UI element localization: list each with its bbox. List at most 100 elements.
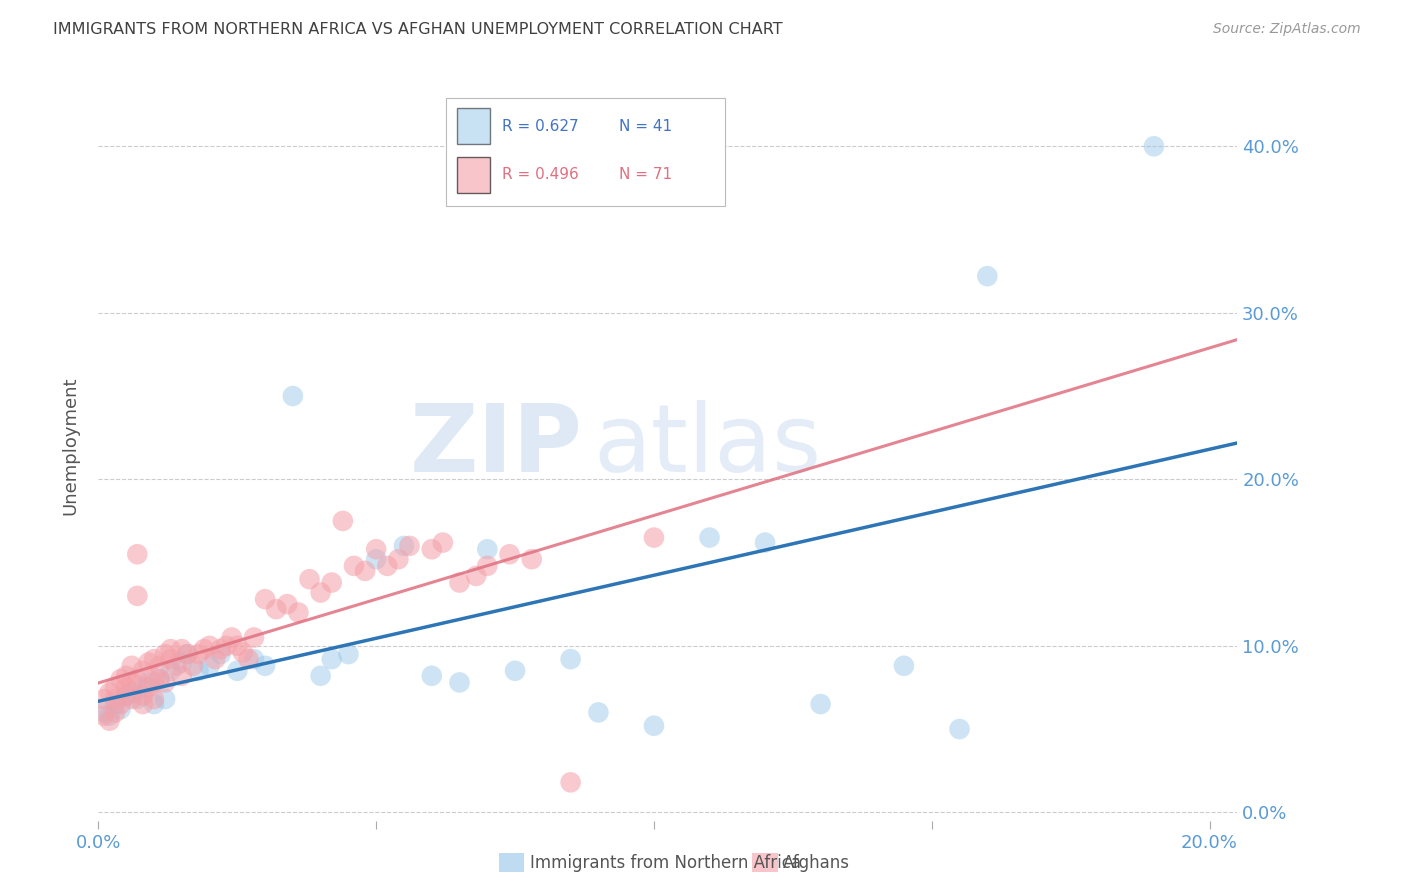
Point	[699, 531, 721, 545]
Point	[337, 647, 360, 661]
Point	[198, 658, 221, 673]
Point	[560, 652, 582, 666]
Point	[465, 569, 488, 583]
Point	[498, 547, 520, 561]
Point	[143, 675, 166, 690]
Point	[148, 658, 170, 673]
Point	[193, 642, 215, 657]
Point	[254, 658, 277, 673]
Point	[143, 652, 166, 666]
Point	[321, 575, 343, 590]
Point	[354, 564, 377, 578]
Point	[121, 685, 143, 699]
Point	[104, 681, 127, 695]
Point	[143, 692, 166, 706]
Point	[226, 639, 249, 653]
Point	[93, 708, 115, 723]
Point	[477, 558, 499, 573]
Point	[893, 658, 915, 673]
Point	[366, 552, 388, 566]
Point	[643, 719, 665, 733]
Point	[276, 597, 298, 611]
Point	[387, 552, 409, 566]
Point	[127, 589, 149, 603]
Point	[127, 547, 149, 561]
Point	[243, 652, 266, 666]
Point	[170, 642, 193, 657]
Text: IMMIGRANTS FROM NORTHERN AFRICA VS AFGHAN UNEMPLOYMENT CORRELATION CHART: IMMIGRANTS FROM NORTHERN AFRICA VS AFGHA…	[53, 22, 783, 37]
Point	[121, 692, 143, 706]
Point	[503, 664, 526, 678]
Point	[976, 269, 998, 284]
Point	[209, 647, 232, 661]
Point	[187, 647, 209, 661]
Point	[170, 656, 193, 670]
Text: Afghans: Afghans	[783, 854, 851, 871]
Point	[121, 658, 143, 673]
Point	[232, 645, 254, 659]
Point	[215, 639, 238, 653]
Point	[243, 631, 266, 645]
Point	[432, 535, 454, 549]
Point	[153, 647, 176, 661]
Point	[148, 672, 170, 686]
Point	[98, 708, 121, 723]
Point	[121, 675, 143, 690]
Point	[104, 697, 127, 711]
Point	[1143, 139, 1166, 153]
Point	[127, 672, 149, 686]
Point	[226, 664, 249, 678]
Point	[332, 514, 354, 528]
Point	[104, 706, 127, 720]
Point	[343, 558, 366, 573]
Point	[110, 702, 132, 716]
Point	[398, 539, 420, 553]
Point	[449, 575, 471, 590]
Point	[810, 697, 832, 711]
Point	[375, 558, 398, 573]
Point	[159, 664, 181, 678]
Point	[420, 542, 443, 557]
Point	[520, 552, 543, 566]
Point	[187, 664, 209, 678]
Point	[98, 714, 121, 728]
Point	[115, 669, 138, 683]
Point	[115, 689, 138, 703]
Point	[93, 706, 115, 720]
Point	[254, 592, 277, 607]
Point	[176, 647, 198, 661]
Point	[138, 681, 160, 695]
Point	[153, 675, 176, 690]
Point	[264, 602, 287, 616]
Y-axis label: Unemployment: Unemployment	[62, 376, 80, 516]
Point	[948, 722, 970, 736]
Point	[138, 656, 160, 670]
Point	[287, 606, 309, 620]
Point	[148, 672, 170, 686]
Point	[110, 672, 132, 686]
Point	[138, 675, 160, 690]
Point	[159, 652, 181, 666]
Point	[321, 652, 343, 666]
Text: Immigrants from Northern Africa: Immigrants from Northern Africa	[530, 854, 801, 871]
Point	[110, 697, 132, 711]
Text: Source: ZipAtlas.com: Source: ZipAtlas.com	[1213, 22, 1361, 37]
Point	[420, 669, 443, 683]
Point	[281, 389, 304, 403]
Point	[153, 692, 176, 706]
Point	[560, 775, 582, 789]
Point	[132, 681, 155, 695]
Text: atlas: atlas	[593, 400, 823, 492]
Point	[132, 664, 155, 678]
Point	[198, 639, 221, 653]
Point	[309, 669, 332, 683]
Point	[132, 697, 155, 711]
Text: ZIP: ZIP	[409, 400, 582, 492]
Point	[209, 642, 232, 657]
Point	[176, 647, 198, 661]
Point	[204, 652, 226, 666]
Point	[309, 585, 332, 599]
Point	[392, 539, 415, 553]
Point	[643, 531, 665, 545]
Point	[127, 692, 149, 706]
